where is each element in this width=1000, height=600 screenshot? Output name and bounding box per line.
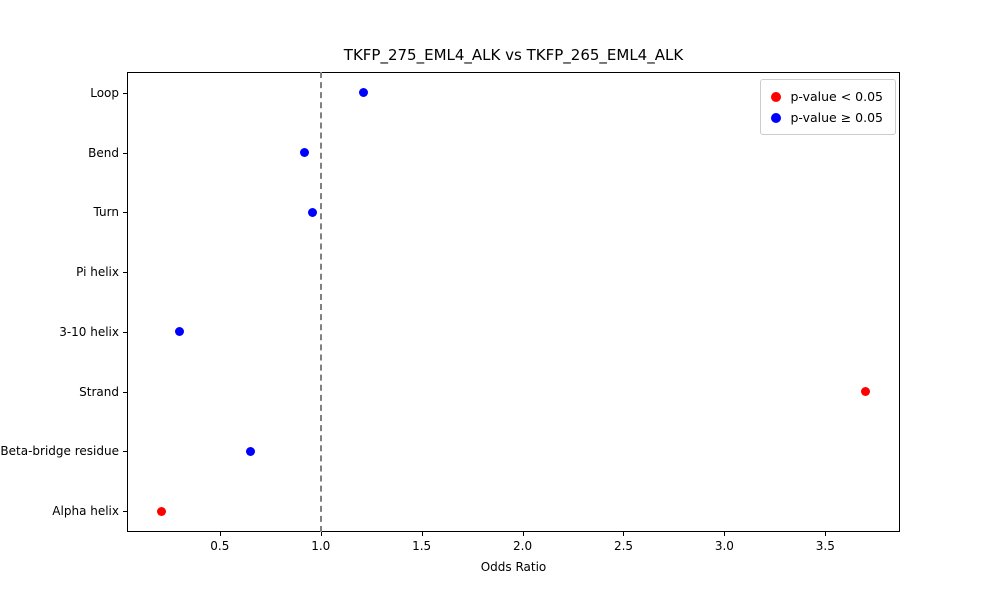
y-tick: [123, 511, 127, 513]
plot-area: [127, 72, 900, 532]
legend-entry-not-significant: p-value ≥ 0.05: [771, 107, 883, 128]
data-point: [245, 446, 255, 456]
legend-label-not-significant: p-value ≥ 0.05: [790, 110, 883, 125]
x-tick-label: 1.0: [311, 539, 331, 553]
x-tick: [825, 532, 827, 536]
x-tick: [724, 532, 726, 536]
x-tick: [219, 532, 221, 536]
y-tick-label: Bend: [88, 145, 119, 160]
y-tick: [123, 451, 127, 453]
legend-entry-significant: p-value < 0.05: [771, 86, 883, 107]
data-point: [174, 327, 184, 337]
y-tick-label: Beta-bridge residue: [0, 444, 119, 459]
x-tick-label: 2.0: [513, 539, 533, 553]
red-dot-icon: [771, 91, 782, 102]
x-axis-label: Odds Ratio: [480, 560, 547, 574]
y-tick: [123, 92, 127, 94]
y-tick-label: Strand: [79, 384, 119, 399]
x-tick-label: 1.5: [412, 539, 432, 553]
x-tick: [522, 532, 524, 536]
data-point: [308, 207, 318, 217]
x-tick-label: 3.5: [815, 539, 835, 553]
legend-label-significant: p-value < 0.05: [790, 89, 883, 104]
x-tick-label: 2.5: [613, 539, 634, 553]
chart-title: TKFP_275_EML4_ALK vs TKFP_265_EML4_ALK: [343, 46, 684, 64]
y-tick: [123, 152, 127, 154]
x-tick: [623, 532, 625, 536]
data-point: [156, 506, 166, 516]
y-tick: [123, 272, 127, 274]
y-tick: [123, 212, 127, 214]
x-tick: [421, 532, 423, 536]
y-tick-label: 3-10 helix: [59, 324, 119, 339]
y-tick: [123, 391, 127, 393]
y-tick-label: Pi helix: [76, 265, 119, 280]
data-point: [861, 387, 871, 397]
legend: p-value < 0.05 p-value ≥ 0.05: [760, 79, 896, 135]
y-tick-label: Turn: [93, 205, 119, 220]
blue-dot-icon: [771, 112, 782, 123]
x-tick-label: 0.5: [210, 539, 230, 553]
y-tick-label: Loop: [90, 85, 119, 100]
data-point: [358, 88, 368, 98]
reference-line: [319, 72, 322, 532]
x-tick-label: 3.0: [714, 539, 734, 553]
x-tick: [320, 532, 322, 536]
y-tick: [123, 331, 127, 333]
data-point: [300, 148, 310, 158]
y-tick-label: Alpha helix: [52, 504, 119, 519]
